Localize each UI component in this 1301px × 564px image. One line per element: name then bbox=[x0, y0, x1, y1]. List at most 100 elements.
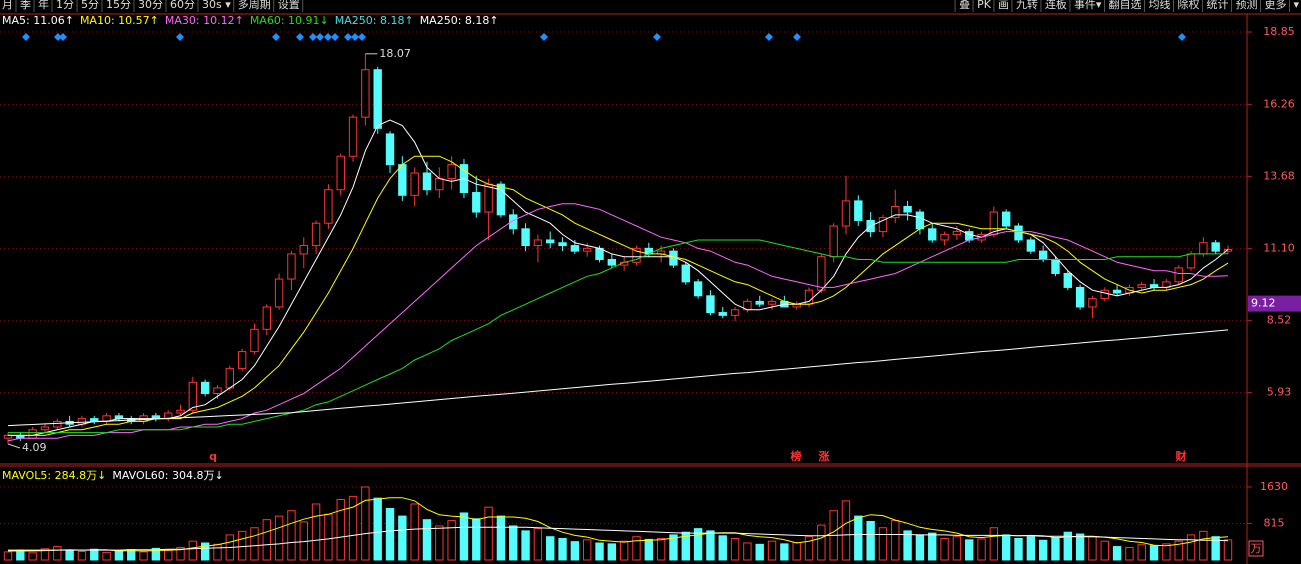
toolbar-button[interactable]: 统计 bbox=[1206, 0, 1228, 11]
volume-bar bbox=[1223, 539, 1233, 561]
ma-line bbox=[7, 203, 1229, 442]
candle-body bbox=[373, 69, 382, 129]
toolbar-button[interactable]: 预测 bbox=[1235, 0, 1257, 11]
volume-bar bbox=[16, 549, 25, 561]
legend-entry: MA250: 8.18↑ bbox=[420, 14, 499, 27]
volume-bar bbox=[90, 548, 99, 561]
volume-bar bbox=[681, 531, 690, 561]
event-marker[interactable] bbox=[540, 33, 548, 41]
toolbar-button[interactable]: 5分 bbox=[81, 0, 99, 11]
toolbar-button[interactable]: 翻自选 bbox=[1108, 0, 1141, 11]
volume-bar bbox=[287, 510, 296, 561]
toolbar-button[interactable]: 均线 bbox=[1148, 0, 1170, 11]
event-marker[interactable] bbox=[54, 33, 62, 41]
toolbar-button[interactable]: 30分 bbox=[138, 0, 163, 11]
event-label[interactable]: 涨 bbox=[819, 449, 830, 463]
volume-bar bbox=[792, 542, 801, 561]
event-marker[interactable] bbox=[1178, 33, 1186, 41]
price-marker bbox=[1248, 295, 1301, 312]
volume-bar bbox=[730, 537, 740, 561]
event-marker[interactable] bbox=[316, 33, 324, 41]
toolbar-button[interactable]: 15分 bbox=[106, 0, 131, 11]
candle-body bbox=[250, 328, 259, 353]
volume-bar bbox=[262, 519, 271, 561]
event-label[interactable]: 财 bbox=[1175, 449, 1187, 463]
candle-body bbox=[28, 429, 37, 439]
volume-bar bbox=[213, 543, 222, 561]
event-marker[interactable] bbox=[296, 33, 304, 41]
volume-bar bbox=[891, 520, 900, 561]
volume-bar bbox=[546, 536, 555, 561]
event-marker[interactable] bbox=[331, 33, 339, 41]
toolbar-button[interactable]: 更多 bbox=[1264, 0, 1286, 11]
volume-bar bbox=[817, 524, 826, 561]
y-tick-label: 8.52 bbox=[1267, 313, 1292, 326]
candle-body bbox=[398, 164, 407, 196]
event-marker[interactable] bbox=[358, 33, 366, 41]
candle-body bbox=[1137, 284, 1146, 288]
ma-line bbox=[8, 526, 1229, 551]
volume-bar bbox=[632, 536, 641, 561]
toolbar-button[interactable]: PK bbox=[977, 0, 992, 11]
toolbar-button[interactable]: 年 bbox=[38, 0, 49, 11]
toolbar-button[interactable]: 画 bbox=[998, 0, 1009, 11]
volume-bar bbox=[484, 506, 493, 561]
volume-bar bbox=[398, 515, 407, 561]
toolbar-button[interactable]: 设置 bbox=[278, 0, 300, 11]
toolbar-button[interactable]: 60分 bbox=[170, 0, 195, 11]
event-marker[interactable] bbox=[793, 33, 801, 41]
toolbar-button[interactable]: 季 bbox=[20, 0, 31, 11]
event-marker[interactable] bbox=[272, 33, 280, 41]
volume-bar bbox=[644, 538, 654, 561]
volume-bar bbox=[878, 527, 888, 561]
legend-entry: MA5: 11.06↑ bbox=[2, 14, 74, 27]
volume-bar bbox=[940, 537, 949, 561]
volume-bar bbox=[1137, 544, 1146, 561]
candle-body bbox=[435, 178, 444, 191]
event-marker[interactable] bbox=[309, 33, 317, 41]
y-tick-label: 18.85 bbox=[1263, 25, 1295, 38]
volume-bar bbox=[718, 535, 727, 561]
min-label: 4.09 bbox=[22, 441, 47, 454]
candle-body bbox=[1223, 248, 1233, 252]
event-marker[interactable] bbox=[176, 33, 184, 41]
event-marker[interactable] bbox=[653, 33, 661, 41]
toolbar-button[interactable]: 多周期 bbox=[238, 0, 271, 11]
candle-body bbox=[521, 228, 530, 247]
volume-bar bbox=[1125, 546, 1134, 561]
volume-bar bbox=[521, 530, 530, 561]
toolbar-button[interactable]: 月 bbox=[2, 0, 13, 11]
event-marker[interactable] bbox=[22, 33, 30, 41]
event-marker[interactable] bbox=[351, 33, 359, 41]
toolbar-button[interactable]: 事件▾ bbox=[1074, 0, 1102, 11]
candle-body bbox=[558, 242, 567, 247]
y-tick-label: 13.68 bbox=[1263, 169, 1295, 182]
toolbar-button[interactable]: 叠 bbox=[959, 0, 970, 11]
candle-body bbox=[681, 264, 690, 283]
candle-body bbox=[200, 381, 210, 394]
toolbar-button[interactable]: 九转 bbox=[1016, 0, 1038, 11]
ma-line bbox=[8, 155, 1229, 436]
event-label[interactable]: q bbox=[209, 450, 217, 463]
candle-body bbox=[903, 205, 912, 213]
event-marker[interactable] bbox=[324, 33, 332, 41]
event-marker[interactable] bbox=[765, 33, 773, 41]
volume-bar bbox=[385, 507, 395, 561]
volume-bar bbox=[176, 546, 185, 561]
volume-bar bbox=[1038, 539, 1048, 561]
toolbar-button[interactable]: 连板 bbox=[1045, 0, 1067, 11]
candle-body bbox=[484, 183, 493, 213]
toolbar-button[interactable]: 1分 bbox=[56, 0, 74, 11]
toolbar-button[interactable]: ▾ bbox=[1293, 0, 1299, 11]
candle-body bbox=[361, 69, 370, 118]
event-marker[interactable] bbox=[59, 33, 67, 41]
volume-bar bbox=[743, 542, 752, 561]
event-marker[interactable] bbox=[344, 33, 352, 41]
candle-body bbox=[1100, 289, 1109, 300]
candle-body bbox=[829, 225, 838, 258]
toolbar-button[interactable]: 除权 bbox=[1177, 0, 1199, 11]
volume-bar bbox=[582, 539, 592, 561]
candle-body bbox=[755, 300, 764, 305]
event-label[interactable]: 榜 bbox=[791, 449, 802, 463]
toolbar-button[interactable]: 30s ▾ bbox=[202, 0, 231, 11]
